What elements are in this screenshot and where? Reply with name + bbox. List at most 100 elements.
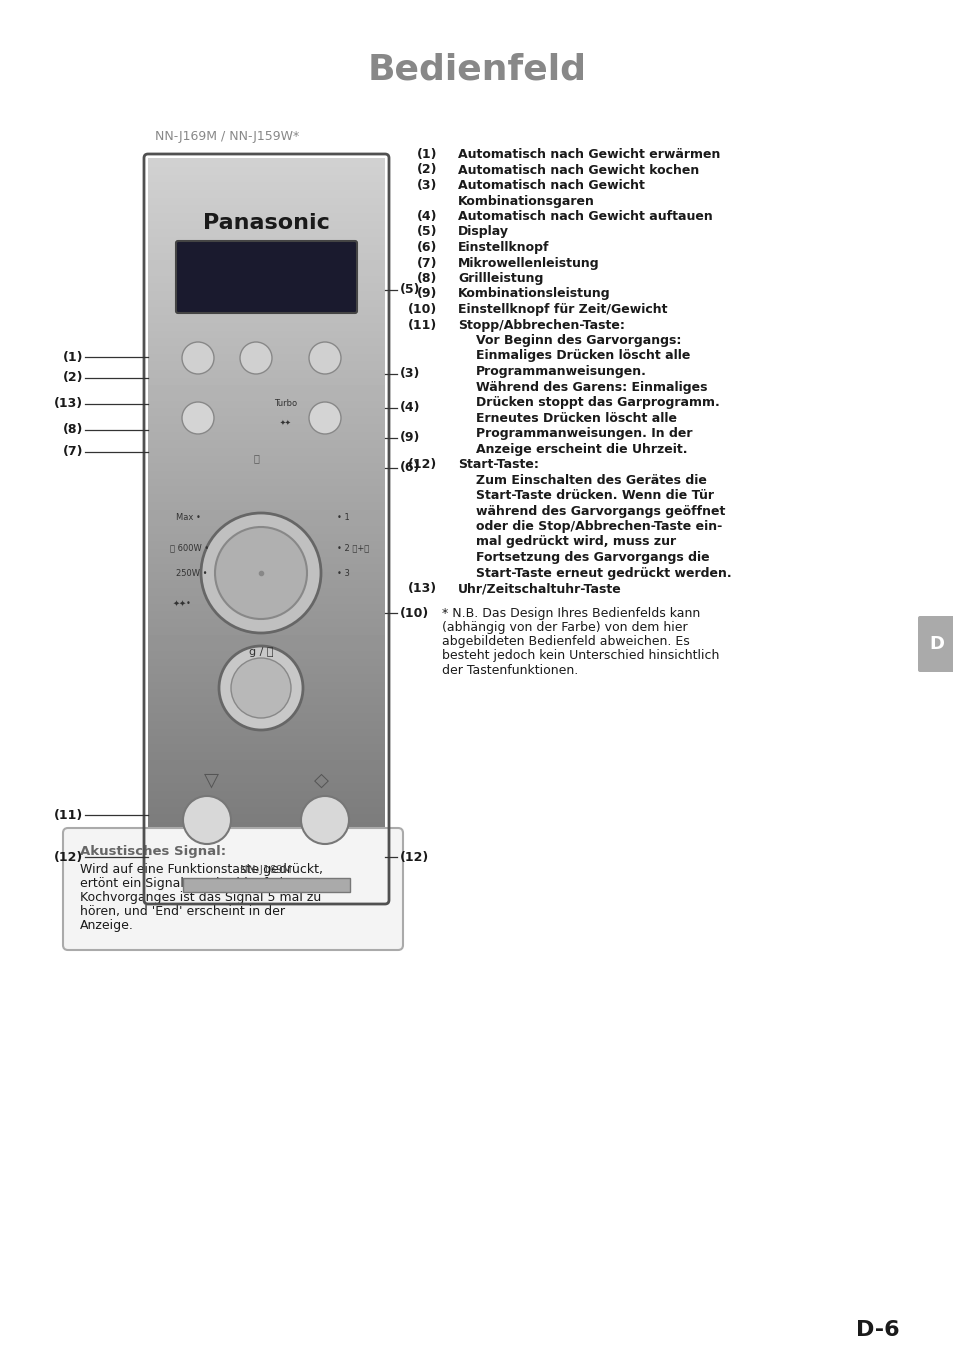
Text: Mikrowellenleistung: Mikrowellenleistung — [457, 257, 599, 269]
Circle shape — [183, 796, 231, 844]
Text: Fortsetzung des Garvorgangs die: Fortsetzung des Garvorgangs die — [476, 551, 709, 563]
Text: ertönt ein Signal. Nach Ablauf eines: ertönt ein Signal. Nach Ablauf eines — [80, 877, 305, 890]
Text: * N.B. Das Design Ihres Bedienfelds kann: * N.B. Das Design Ihres Bedienfelds kann — [441, 608, 700, 620]
Text: (3): (3) — [399, 367, 420, 381]
Text: während des Garvorgangs geöffnet: während des Garvorgangs geöffnet — [476, 504, 724, 517]
Text: Stopp/Abbrechen-Taste:: Stopp/Abbrechen-Taste: — [457, 319, 624, 331]
Text: der Tastenfunktionen.: der Tastenfunktionen. — [441, 663, 578, 677]
Text: Grillleistung: Grillleistung — [457, 272, 543, 285]
Text: oder die Stop/Abbrechen-Taste ein-: oder die Stop/Abbrechen-Taste ein- — [476, 520, 721, 534]
Text: (10): (10) — [407, 303, 436, 316]
Text: (6): (6) — [399, 462, 420, 474]
Text: (7): (7) — [63, 446, 83, 458]
Text: (12): (12) — [399, 851, 429, 863]
Text: (8): (8) — [416, 272, 436, 285]
Text: NN-J169M: NN-J169M — [240, 865, 292, 875]
Text: • 1: • 1 — [336, 513, 350, 523]
Text: hören, und 'End' erscheint in der: hören, und 'End' erscheint in der — [80, 905, 285, 917]
Text: Start-Taste:: Start-Taste: — [457, 458, 538, 471]
Text: Einstellknopf: Einstellknopf — [457, 240, 549, 254]
Text: Automatisch nach Gewicht auftauen: Automatisch nach Gewicht auftauen — [457, 209, 712, 223]
Bar — [183, 878, 350, 892]
Text: D-6: D-6 — [856, 1320, 899, 1340]
Text: (11): (11) — [53, 808, 83, 821]
Circle shape — [219, 646, 303, 730]
Text: Akustisches Signal:: Akustisches Signal: — [80, 844, 226, 858]
Text: • 2 ⬛+⬛: • 2 ⬛+⬛ — [336, 543, 369, 553]
Text: (abhängig von der Farbe) von dem hier: (abhängig von der Farbe) von dem hier — [441, 621, 687, 635]
Text: (10): (10) — [399, 607, 429, 620]
Text: Start-Taste erneut gedrückt werden.: Start-Taste erneut gedrückt werden. — [476, 566, 731, 580]
Text: Kombinationsleistung: Kombinationsleistung — [457, 288, 610, 300]
Text: Max •: Max • — [175, 513, 201, 523]
Text: 250W •: 250W • — [175, 569, 208, 577]
Text: Programmanweisungen.: Programmanweisungen. — [476, 365, 646, 378]
Text: (9): (9) — [416, 288, 436, 300]
Text: Automatisch nach Gewicht kochen: Automatisch nach Gewicht kochen — [457, 163, 699, 177]
Text: Turbo: Turbo — [274, 399, 297, 408]
Text: (12): (12) — [53, 851, 83, 863]
Text: (13): (13) — [53, 397, 83, 411]
Circle shape — [182, 342, 213, 374]
Circle shape — [214, 527, 307, 619]
Text: Start-Taste drücken. Wenn die Tür: Start-Taste drücken. Wenn die Tür — [476, 489, 713, 503]
Circle shape — [301, 796, 349, 844]
Text: (6): (6) — [416, 240, 436, 254]
Text: (13): (13) — [408, 582, 436, 594]
Text: (2): (2) — [63, 372, 83, 385]
Text: (4): (4) — [399, 401, 420, 415]
Text: ▽: ▽ — [203, 770, 218, 789]
FancyBboxPatch shape — [63, 828, 402, 950]
Text: Wird auf eine Funktionstaste gedrückt,: Wird auf eine Funktionstaste gedrückt, — [80, 863, 323, 875]
Text: Einmaliges Drücken löscht alle: Einmaliges Drücken löscht alle — [476, 350, 690, 362]
Text: Anzeige.: Anzeige. — [80, 919, 133, 932]
Text: (8): (8) — [63, 423, 83, 436]
Text: Vor Beginn des Garvorgangs:: Vor Beginn des Garvorgangs: — [476, 334, 680, 347]
Circle shape — [182, 403, 213, 434]
Text: (4): (4) — [416, 209, 436, 223]
Text: Uhr/Zeitschaltuhr-Taste: Uhr/Zeitschaltuhr-Taste — [457, 582, 621, 594]
Text: Anzeige erscheint die Uhrzeit.: Anzeige erscheint die Uhrzeit. — [476, 443, 687, 455]
Text: Einstellknopf für Zeit/Gewicht: Einstellknopf für Zeit/Gewicht — [457, 303, 667, 316]
FancyBboxPatch shape — [175, 240, 356, 313]
Text: g / ⏱: g / ⏱ — [249, 647, 273, 657]
Circle shape — [231, 658, 291, 717]
Text: Erneutes Drücken löscht alle: Erneutes Drücken löscht alle — [476, 412, 677, 424]
Text: Display: Display — [457, 226, 509, 239]
Text: besteht jedoch kein Unterschied hinsichtlich: besteht jedoch kein Unterschied hinsicht… — [441, 650, 719, 662]
Text: abgebildeten Bedienfeld abweichen. Es: abgebildeten Bedienfeld abweichen. Es — [441, 635, 689, 648]
Text: Programmanweisungen. In der: Programmanweisungen. In der — [476, 427, 692, 440]
FancyBboxPatch shape — [917, 616, 953, 671]
Text: (5): (5) — [399, 284, 420, 296]
Text: Automatisch nach Gewicht erwärmen: Automatisch nach Gewicht erwärmen — [457, 149, 720, 161]
Text: Drücken stoppt das Garprogramm.: Drücken stoppt das Garprogramm. — [476, 396, 719, 409]
Text: (9): (9) — [399, 431, 420, 444]
Text: Zum Einschalten des Gerätes die: Zum Einschalten des Gerätes die — [476, 473, 706, 486]
Text: ⬛ 600W •: ⬛ 600W • — [170, 543, 209, 553]
Text: Kochvorganges ist das Signal 5 mal zu: Kochvorganges ist das Signal 5 mal zu — [80, 892, 321, 904]
Text: Kombinationsgaren: Kombinationsgaren — [457, 195, 595, 208]
Text: (7): (7) — [416, 257, 436, 269]
Text: • 3: • 3 — [336, 569, 350, 577]
Text: Bedienfeld: Bedienfeld — [367, 51, 586, 86]
Text: Panasonic: Panasonic — [203, 213, 330, 232]
Text: ✦✦•: ✦✦• — [172, 598, 192, 608]
Circle shape — [309, 342, 340, 374]
Text: (11): (11) — [407, 319, 436, 331]
Text: (12): (12) — [407, 458, 436, 471]
Text: (3): (3) — [416, 178, 436, 192]
Text: (2): (2) — [416, 163, 436, 177]
Circle shape — [309, 403, 340, 434]
Text: Während des Garens: Einmaliges: Während des Garens: Einmaliges — [476, 381, 707, 393]
Text: ✦✦: ✦✦ — [280, 420, 292, 426]
Text: mal gedrückt wird, muss zur: mal gedrückt wird, muss zur — [476, 535, 676, 549]
Text: Automatisch nach Gewicht: Automatisch nach Gewicht — [457, 178, 644, 192]
Text: (1): (1) — [63, 350, 83, 363]
Text: (5): (5) — [416, 226, 436, 239]
Text: ⬛: ⬛ — [253, 453, 258, 463]
Text: NN-J169M / NN-J159W*: NN-J169M / NN-J159W* — [154, 130, 299, 143]
Circle shape — [240, 342, 272, 374]
Text: (1): (1) — [416, 149, 436, 161]
Text: D: D — [928, 635, 943, 653]
Circle shape — [201, 513, 320, 634]
